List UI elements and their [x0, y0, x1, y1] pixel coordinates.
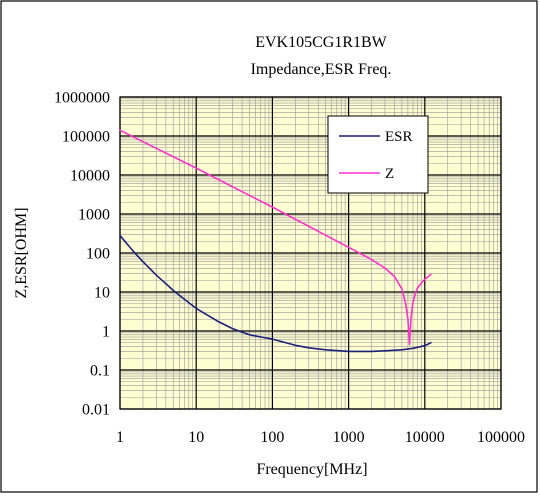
y-tick-label: 100 — [86, 246, 110, 263]
x-tick-labels: 1 10 100 1000 10000 100000 — [116, 429, 525, 446]
y-tick-label: 10000 — [70, 168, 110, 185]
x-tick-label: 1000 — [333, 429, 365, 446]
legend-label-z: Z — [385, 166, 394, 182]
series-layer — [119, 129, 432, 353]
x-tick-label: 10 — [188, 429, 204, 446]
x-tick-label: 10000 — [405, 429, 445, 446]
legend: ESR Z — [327, 115, 429, 194]
y-tick-label: 0.1 — [90, 363, 110, 380]
y-tick-label: 1000000 — [54, 90, 110, 107]
x-axis-label: Frequency[MHz] — [256, 461, 367, 478]
y-tick-label: 10 — [94, 285, 110, 302]
y-axis-label: Z,ESR[OHM] — [13, 207, 30, 298]
y-tick-labels: 0.01 0.1 1 10 100 1000 10000 100000 1000000 — [54, 90, 110, 419]
plot-border — [119, 96, 502, 410]
y-tick-label: 1000 — [78, 207, 110, 224]
chart-title: EVK105CG1R1BW — [255, 34, 387, 51]
legend-label-esr: ESR — [385, 129, 413, 145]
y-tick-label: 1 — [102, 324, 110, 341]
series-line-esr — [119, 234, 432, 353]
y-tick-label: 100000 — [62, 129, 110, 146]
x-tick-label: 100 — [260, 429, 284, 446]
series-line-z — [119, 129, 432, 346]
x-tick-label: 100000 — [477, 429, 525, 446]
x-tick-label: 1 — [116, 429, 124, 446]
legend-box — [327, 115, 429, 194]
y-tick-label: 0.01 — [82, 402, 110, 419]
chart-subtitle: Impedance,ESR Freq. — [251, 61, 392, 78]
